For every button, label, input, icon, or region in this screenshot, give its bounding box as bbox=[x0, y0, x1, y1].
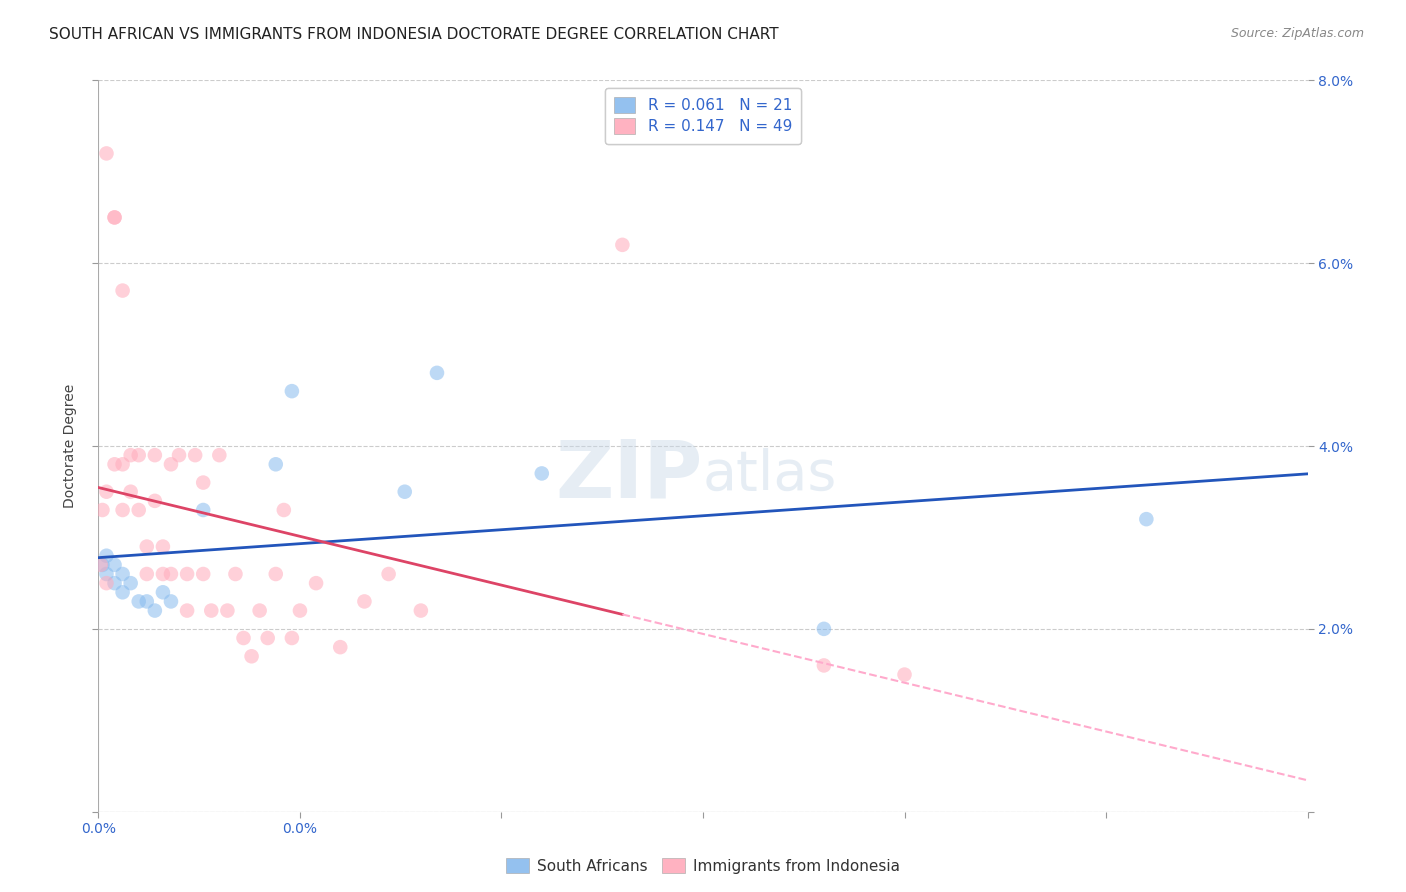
Point bbox=[143, 494, 166, 508]
Legend: South Africans, Immigrants from Indonesia: South Africans, Immigrants from Indonesi… bbox=[501, 852, 905, 880]
Point bbox=[128, 503, 150, 517]
Point bbox=[305, 576, 328, 591]
Point bbox=[111, 284, 134, 298]
Point bbox=[111, 567, 134, 582]
Point bbox=[217, 604, 239, 618]
Point bbox=[120, 576, 142, 591]
Point bbox=[176, 567, 198, 582]
Point bbox=[353, 594, 375, 608]
Point bbox=[103, 558, 125, 572]
Point bbox=[90, 558, 112, 572]
Point bbox=[128, 448, 150, 462]
Text: Source: ZipAtlas.com: Source: ZipAtlas.com bbox=[1230, 27, 1364, 40]
Point bbox=[160, 567, 183, 582]
Point bbox=[281, 384, 304, 399]
Point bbox=[176, 604, 198, 618]
Point bbox=[193, 503, 215, 517]
Point bbox=[160, 594, 183, 608]
Point bbox=[193, 475, 215, 490]
Point bbox=[208, 448, 231, 462]
Point bbox=[264, 567, 287, 582]
Point bbox=[152, 540, 174, 554]
Point bbox=[135, 567, 157, 582]
Point bbox=[612, 238, 634, 252]
Point bbox=[193, 567, 215, 582]
Point bbox=[128, 594, 150, 608]
Point bbox=[1135, 512, 1157, 526]
Point bbox=[813, 622, 835, 636]
Point bbox=[224, 567, 246, 582]
Point bbox=[329, 640, 352, 655]
Point bbox=[143, 604, 166, 618]
Point bbox=[120, 484, 142, 499]
Point bbox=[111, 458, 134, 472]
Point bbox=[167, 448, 190, 462]
Point bbox=[152, 585, 174, 599]
Legend: R = 0.061   N = 21, R = 0.147   N = 49: R = 0.061 N = 21, R = 0.147 N = 49 bbox=[605, 88, 801, 144]
Point bbox=[281, 631, 304, 645]
Point bbox=[530, 467, 553, 481]
Point bbox=[96, 484, 118, 499]
Point bbox=[160, 458, 183, 472]
Point bbox=[120, 448, 142, 462]
Point bbox=[111, 585, 134, 599]
Point bbox=[96, 576, 118, 591]
Point bbox=[249, 604, 271, 618]
Point bbox=[103, 458, 125, 472]
Point bbox=[135, 594, 157, 608]
Point bbox=[135, 540, 157, 554]
Text: SOUTH AFRICAN VS IMMIGRANTS FROM INDONESIA DOCTORATE DEGREE CORRELATION CHART: SOUTH AFRICAN VS IMMIGRANTS FROM INDONES… bbox=[49, 27, 779, 42]
Text: atlas: atlas bbox=[703, 449, 838, 502]
Point bbox=[232, 631, 254, 645]
Point bbox=[377, 567, 399, 582]
Point bbox=[240, 649, 263, 664]
Point bbox=[103, 576, 125, 591]
Point bbox=[152, 567, 174, 582]
Point bbox=[394, 484, 416, 499]
Text: ZIP: ZIP bbox=[555, 436, 703, 515]
Point bbox=[96, 549, 118, 563]
Point bbox=[813, 658, 835, 673]
Point bbox=[91, 503, 114, 517]
Point bbox=[426, 366, 449, 380]
Point bbox=[409, 604, 432, 618]
Y-axis label: Doctorate Degree: Doctorate Degree bbox=[63, 384, 77, 508]
Point bbox=[96, 146, 118, 161]
Point bbox=[288, 604, 311, 618]
Point bbox=[273, 503, 295, 517]
Point bbox=[111, 503, 134, 517]
Point bbox=[264, 458, 287, 472]
Point bbox=[184, 448, 207, 462]
Point bbox=[256, 631, 278, 645]
Point bbox=[103, 211, 125, 225]
Point bbox=[96, 567, 118, 582]
Point bbox=[143, 448, 166, 462]
Point bbox=[200, 604, 222, 618]
Point bbox=[91, 558, 114, 572]
Point bbox=[103, 211, 125, 225]
Point bbox=[893, 667, 915, 681]
